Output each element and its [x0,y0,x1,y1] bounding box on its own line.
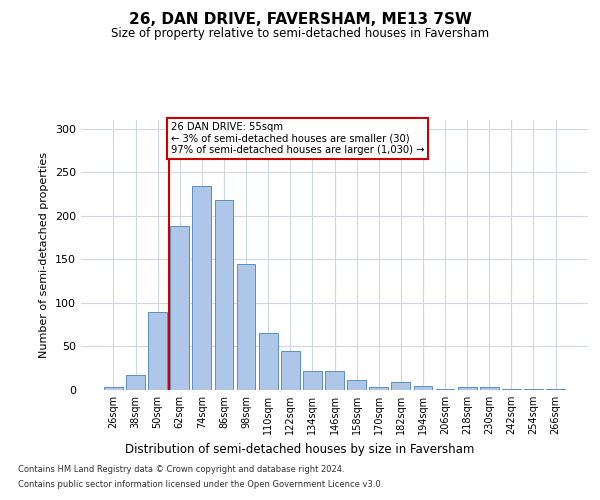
Bar [148,312,167,390]
Text: Contains HM Land Registry data © Crown copyright and database right 2024.: Contains HM Land Registry data © Crown c… [18,465,344,474]
Bar [347,380,366,390]
Text: 26, DAN DRIVE, FAVERSHAM, ME13 7SW: 26, DAN DRIVE, FAVERSHAM, ME13 7SW [128,12,472,28]
Bar [413,386,433,390]
Bar [458,388,476,390]
Bar [303,371,322,390]
Bar [193,186,211,390]
Bar [215,200,233,390]
Text: Size of property relative to semi-detached houses in Faversham: Size of property relative to semi-detach… [111,28,489,40]
Text: Distribution of semi-detached houses by size in Faversham: Distribution of semi-detached houses by … [125,442,475,456]
Bar [391,382,410,390]
Bar [104,388,123,390]
Bar [259,334,278,390]
Bar [480,388,499,390]
Bar [524,389,543,390]
Y-axis label: Number of semi-detached properties: Number of semi-detached properties [40,152,49,358]
Bar [170,226,189,390]
Bar [281,351,299,390]
Bar [370,388,388,390]
Bar [436,389,454,390]
Bar [325,371,344,390]
Text: Contains public sector information licensed under the Open Government Licence v3: Contains public sector information licen… [18,480,383,489]
Bar [126,375,145,390]
Bar [236,264,256,390]
Bar [502,389,521,390]
Text: 26 DAN DRIVE: 55sqm
← 3% of semi-detached houses are smaller (30)
97% of semi-de: 26 DAN DRIVE: 55sqm ← 3% of semi-detache… [171,122,424,155]
Bar [546,389,565,390]
